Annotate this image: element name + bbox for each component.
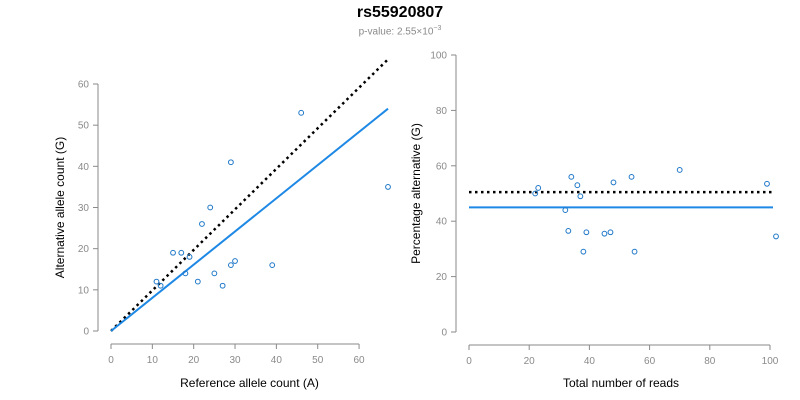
- data-point: [676, 167, 683, 173]
- fitted-solid-line: [110, 107, 389, 332]
- p-value-exponent: −3: [433, 25, 442, 32]
- data-point: [568, 173, 575, 180]
- data-point: [764, 180, 770, 187]
- x-tick-label: 40: [271, 355, 283, 366]
- plot-allele-counts: 0 10 20 30 40 50 60 0 10 20 30 40 50 60 Reference alle…: [53, 58, 391, 390]
- data-point: [773, 233, 779, 240]
- data-point: [232, 258, 238, 264]
- y-tick-label: 50: [78, 121, 90, 132]
- data-point: [170, 249, 176, 256]
- data-point: [227, 262, 234, 269]
- y-tick-label: 20: [78, 244, 90, 255]
- x-tick-label: 50: [312, 355, 324, 366]
- x-tick-label: 20: [188, 355, 200, 366]
- x-tick-label: 0: [108, 355, 114, 366]
- data-point: [182, 270, 189, 277]
- data-point: [631, 248, 638, 255]
- data-point: [535, 185, 542, 191]
- x-tick-label: 80: [704, 356, 716, 367]
- x-tick-label: 60: [644, 356, 656, 367]
- data-point: [628, 173, 635, 180]
- x-axis-title: Total number of reads: [563, 376, 679, 390]
- data-point: [153, 278, 160, 285]
- y-tick-label: 20: [436, 272, 448, 283]
- data-point: [207, 204, 214, 211]
- data-point: [565, 227, 572, 234]
- x-tick-label: 100: [762, 356, 779, 367]
- p-value-subtitle: p-value: 2.55×10−3: [0, 25, 800, 37]
- data-point: [583, 229, 590, 236]
- x-tick-label: 40: [584, 356, 596, 367]
- data-point: [298, 109, 305, 116]
- data-point: [269, 262, 276, 269]
- data-point: [157, 282, 164, 289]
- data-point: [580, 248, 587, 255]
- x-tick-label: 0: [466, 356, 472, 367]
- y-tick-label: 60: [78, 80, 90, 91]
- x-tick-label: 60: [353, 355, 365, 366]
- y-tick-label: 80: [436, 106, 448, 117]
- data-point: [607, 229, 614, 236]
- data-point: [610, 179, 617, 186]
- data-point: [227, 159, 234, 166]
- x-tick-label: 10: [147, 355, 159, 366]
- y-tick-label: 0: [441, 328, 447, 339]
- chart-title: rs55920807: [356, 4, 444, 21]
- data-point: [178, 249, 185, 256]
- y-tick-label: 60: [436, 161, 448, 172]
- y-axis-title: Percentage alternative (G): [409, 123, 423, 264]
- x-tick-label: 30: [229, 355, 241, 366]
- data-point: [574, 182, 581, 189]
- y-axis-title: Alternative allele count (G): [53, 137, 67, 278]
- data-point: [219, 282, 226, 289]
- x-tick-label: 20: [524, 356, 536, 367]
- data-point: [601, 230, 608, 237]
- data-point: [211, 270, 218, 277]
- y-tick-label: 40: [436, 217, 448, 228]
- p-value-text: p-value: 2.55×10: [358, 26, 434, 38]
- y-tick-label: 30: [78, 203, 90, 214]
- data-point: [194, 278, 201, 285]
- y-tick-label: 100: [430, 51, 447, 62]
- x-axis-title: Reference allele count (A): [180, 376, 319, 390]
- data-point: [577, 193, 584, 200]
- data-point: [199, 221, 205, 227]
- data-point: [532, 190, 539, 197]
- data-point: [186, 254, 193, 260]
- plot-percentage-alternative: 0 20 40 60 80 100 0 20 40 60 80 100 Total number of …: [409, 51, 779, 390]
- y-tick-label: 10: [78, 285, 90, 296]
- y-tick-label: 40: [78, 162, 90, 173]
- data-point: [385, 184, 391, 190]
- data-point: [562, 207, 569, 214]
- expected-dotted-line: [110, 58, 389, 332]
- y-tick-label: 0: [83, 327, 89, 338]
